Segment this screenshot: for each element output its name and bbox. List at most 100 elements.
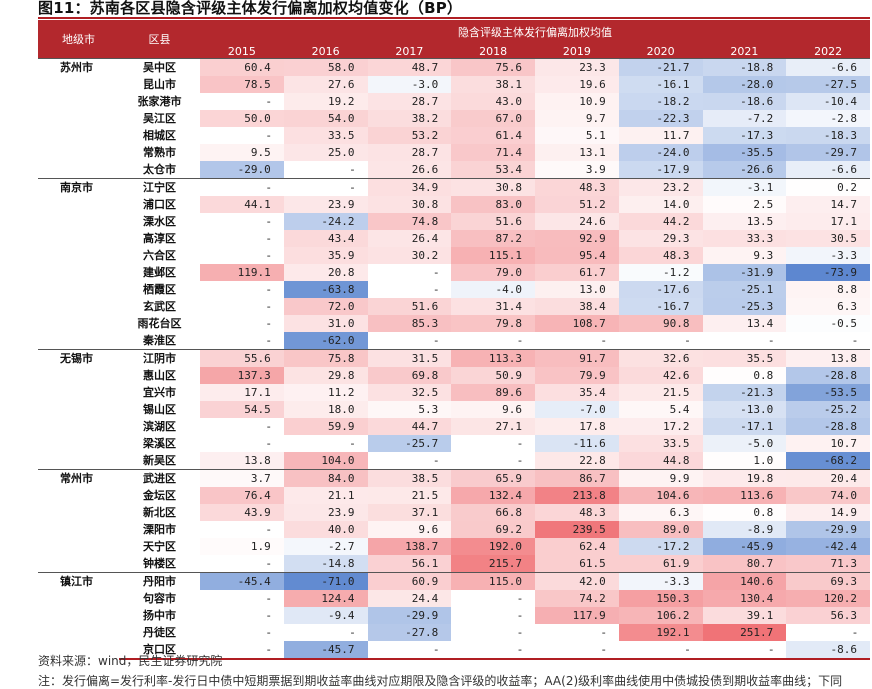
county-cell: 京口区 xyxy=(119,641,200,660)
table-row: 南京市 江宁区 - -34.9 30.8 48.3 23.2 -3.1 0.2 xyxy=(38,178,870,350)
value-cell: 84.0 xyxy=(283,469,368,487)
value-cell: 89.0 xyxy=(618,521,703,538)
county-cell: 天宁区 xyxy=(143,540,176,553)
value-cell: - xyxy=(853,334,857,347)
table-row: 常州市 武进区 3.7 84.0 38.5 65.9 86.7 9.9 19.8 20.4 xyxy=(38,469,870,573)
value-cell: 124.4 xyxy=(283,590,368,607)
value-cell: 44.7 xyxy=(367,418,452,435)
county-cell: 新北区 xyxy=(143,506,176,519)
county-cell: 扬中市 xyxy=(143,609,176,622)
value-cell: 119.1 xyxy=(200,264,284,281)
value-cell: 87.2 xyxy=(451,230,535,247)
value-cell: - xyxy=(266,420,271,433)
value-cell: -27.5 xyxy=(786,76,870,93)
value-cell: -18.8 xyxy=(702,58,787,76)
county-cell: 雨花台区 xyxy=(137,317,182,330)
deviation-table-container: 地级市 区县 隐含评级主体发行偏离加权均值 2015 2016 2017 201… xyxy=(38,20,870,660)
header-year: 2015 xyxy=(200,45,284,59)
value-cell: 25.0 xyxy=(283,144,368,161)
value-cell: 86.7 xyxy=(535,469,619,487)
value-cell: 29.8 xyxy=(283,367,368,384)
value-cell: - xyxy=(518,592,522,605)
value-cell: 13.5 xyxy=(702,213,787,230)
header-county: 区县 xyxy=(119,20,200,59)
county-cell: 滨湖区 xyxy=(143,420,176,433)
value-cell: 17.1 xyxy=(786,213,870,230)
value-cell: - xyxy=(266,249,271,262)
value-cell: 20.8 xyxy=(283,264,368,281)
value-cell: - xyxy=(266,523,271,536)
value-cell: -25.3 xyxy=(702,298,787,315)
table-row: 新北区 43.9 23.9 37.1 66.8 48.3 6.3 0.8 14.9 xyxy=(38,504,870,521)
value-cell: 31.4 xyxy=(451,298,535,315)
county-cell: 六合区 xyxy=(143,249,176,262)
value-cell: 34.9 xyxy=(367,178,452,196)
county-cell: 栖霞区 xyxy=(143,283,176,296)
value-cell: -1.2 xyxy=(618,264,703,281)
value-cell: -7.2 xyxy=(702,110,787,127)
value-cell: 61.9 xyxy=(618,555,703,573)
value-cell: 24.4 xyxy=(367,590,452,607)
value-cell: 74.8 xyxy=(367,213,452,230)
value-cell: -45.7 xyxy=(283,641,368,660)
value-cell: -16.7 xyxy=(618,298,703,315)
header-year: 2019 xyxy=(535,45,619,59)
value-cell: -29.0 xyxy=(200,161,284,179)
value-cell: 0.8 xyxy=(702,504,787,521)
value-cell: 132.4 xyxy=(451,487,535,504)
value-cell: 192.1 xyxy=(618,624,703,641)
source-note: 资料来源：wind，民生证券研究院 xyxy=(38,654,223,668)
value-cell: 53.2 xyxy=(367,127,452,144)
value-cell: 55.6 xyxy=(200,349,284,367)
county-cell: 玄武区 xyxy=(143,300,176,313)
header-year: 2020 xyxy=(618,45,703,59)
county-cell: 梁溪区 xyxy=(143,437,176,450)
value-cell: - xyxy=(266,592,271,605)
value-cell: - xyxy=(518,609,522,622)
value-cell: 69.2 xyxy=(451,521,535,538)
value-cell: -53.5 xyxy=(786,384,870,401)
deviation-table: 地级市 区县 隐含评级主体发行偏离加权均值 2015 2016 2017 201… xyxy=(38,20,870,660)
value-cell: 27.6 xyxy=(283,76,368,93)
table-row: 天宁区 1.9 -2.7 138.7 192.0 62.4 -17.2 -45.9 -42.4 xyxy=(38,538,870,555)
value-cell: 17.1 xyxy=(200,384,284,401)
value-cell: -8.9 xyxy=(702,521,787,538)
value-cell: 30.5 xyxy=(786,230,870,247)
value-cell: 6.3 xyxy=(786,298,870,315)
value-cell: -68.2 xyxy=(786,452,870,470)
value-cell: - xyxy=(434,283,439,296)
value-cell: -13.0 xyxy=(702,401,787,418)
value-cell: 14.7 xyxy=(786,196,870,213)
value-cell: - xyxy=(200,178,284,196)
value-cell: 21.5 xyxy=(367,487,452,504)
header-year: 2022 xyxy=(786,45,870,59)
value-cell: -71.0 xyxy=(283,572,368,590)
value-cell: -4.0 xyxy=(451,281,535,298)
value-cell: 58.0 xyxy=(283,58,368,76)
value-cell: 22.8 xyxy=(535,452,619,470)
value-cell: 60.9 xyxy=(367,572,452,590)
county-cell: 建邺区 xyxy=(143,266,176,279)
county-cell: 宜兴市 xyxy=(143,386,176,399)
value-cell: - xyxy=(518,454,522,467)
value-cell: -8.6 xyxy=(786,641,870,660)
value-cell: 48.7 xyxy=(367,58,452,76)
value-cell: 28.7 xyxy=(367,144,452,161)
value-cell: 9.6 xyxy=(367,521,452,538)
value-cell: 11.7 xyxy=(618,127,703,144)
header-city: 地级市 xyxy=(38,20,119,59)
value-cell: -18.6 xyxy=(702,93,787,110)
value-cell: 83.0 xyxy=(451,196,535,213)
value-cell: 130.4 xyxy=(702,590,787,607)
county-cell: 吴中区 xyxy=(119,58,200,76)
value-cell: 19.6 xyxy=(535,76,619,93)
value-cell: 71.3 xyxy=(786,555,870,573)
value-cell: - xyxy=(769,334,774,347)
value-cell: 108.7 xyxy=(535,315,619,332)
value-cell: 95.4 xyxy=(535,247,619,264)
value-cell: 33.5 xyxy=(283,127,368,144)
value-cell: -11.6 xyxy=(535,435,619,452)
value-cell: - xyxy=(434,266,439,279)
value-cell: 113.3 xyxy=(451,349,535,367)
header-group: 隐含评级主体发行偏离加权均值 xyxy=(200,20,870,45)
